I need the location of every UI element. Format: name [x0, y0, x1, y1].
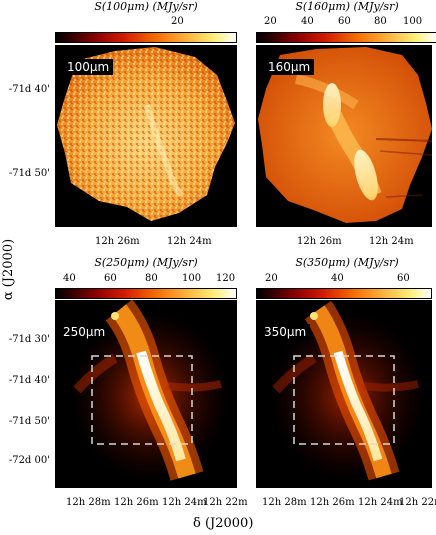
colorbar-tick-160-60: 60 [338, 16, 351, 27]
map-panel-350um: 350μm [256, 300, 432, 488]
colorbar-tick-160-40: 40 [301, 16, 314, 27]
wavelength-label-250: 250μm [59, 324, 110, 340]
x-tick-bottom-right-1: 12h 28m [262, 497, 307, 508]
x-tick-bottom-left-1: 12h 28m [66, 497, 111, 508]
colorbar-title-250: S(250μm) (MJy/sr) [94, 256, 198, 269]
zoom-region-box-350 [293, 355, 395, 445]
colorbar-tick-100: 20 [171, 16, 184, 27]
x-tick-top-left-1: 12h 26m [95, 236, 140, 247]
wavelength-label-350: 350μm [260, 324, 311, 340]
colorbar-tick-250-100: 100 [182, 273, 202, 284]
colorbar-tick-350-40: 40 [331, 273, 344, 284]
colorbar-160 [256, 32, 436, 43]
colorbar-tick-250-80: 80 [145, 273, 158, 284]
map-panel-100um: 100μm [55, 45, 237, 227]
colorbar-tick-160-100: 100 [403, 16, 423, 27]
map-panel-250um: 250μm [55, 300, 237, 488]
map-image-350um [270, 300, 426, 482]
y-tick-bottom-4: -72d 00' [8, 455, 50, 466]
wavelength-label-160: 160μm [264, 59, 315, 75]
y-tick-top-2: -71d 50' [8, 168, 50, 179]
x-tick-bottom-right-4: 12h 22m [399, 497, 436, 508]
colorbar-350 [256, 288, 432, 299]
colorbar-tick-250-120: 120 [216, 273, 236, 284]
y-tick-bottom-2: -71d 40' [8, 375, 50, 386]
x-tick-top-left-2: 12h 24m [167, 236, 212, 247]
colorbar-title-350: S(350μm) (MJy/sr) [295, 256, 399, 269]
map-image-160um [258, 47, 432, 223]
x-tick-bottom-left-4: 12h 22m [203, 497, 248, 508]
y-tick-bottom-1: -71d 30' [8, 334, 50, 345]
map-image-250um [70, 300, 230, 482]
zoom-region-box-250 [91, 355, 193, 445]
map-panel-160um: 160μm [256, 45, 432, 227]
x-tick-top-right-2: 12h 24m [369, 236, 414, 247]
colorbar-title-160: S(160μm) (MJy/sr) [295, 0, 399, 13]
colorbar-250 [55, 288, 237, 299]
map-image-100um [57, 47, 235, 221]
x-tick-bottom-left-3: 12h 24m [162, 497, 207, 508]
colorbar-tick-160-20: 20 [264, 16, 277, 27]
colorbar-tick-250-40: 40 [63, 273, 76, 284]
colorbar-tick-350-60: 60 [397, 273, 410, 284]
colorbar-tick-350-20: 20 [265, 273, 278, 284]
colorbar-100 [55, 32, 237, 43]
colorbar-tick-250-60: 60 [104, 273, 117, 284]
x-tick-bottom-right-2: 12h 26m [310, 497, 355, 508]
y-axis-title: α (J2000) [1, 238, 17, 301]
y-tick-bottom-3: -71d 50' [8, 416, 50, 427]
wavelength-label-100: 100μm [63, 59, 114, 75]
y-tick-top-1: -71d 40' [8, 84, 50, 95]
x-tick-bottom-left-2: 12h 26m [114, 497, 159, 508]
x-tick-top-right-1: 12h 26m [297, 236, 342, 247]
x-axis-title: δ (J2000) [193, 516, 254, 531]
colorbar-title-100: S(100μm) (MJy/sr) [94, 0, 198, 13]
colorbar-tick-160-80: 80 [374, 16, 387, 27]
x-tick-bottom-right-3: 12h 24m [358, 497, 403, 508]
